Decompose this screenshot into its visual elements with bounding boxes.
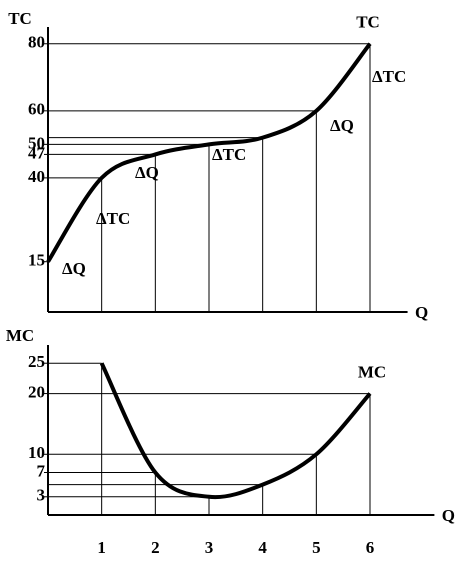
x-axis-label: Q	[442, 506, 455, 525]
x-tick-label: 4	[258, 538, 267, 557]
annotation: ΔTC	[372, 67, 406, 86]
y-tick-label: 25	[28, 352, 45, 371]
y-tick-label: 80	[28, 33, 45, 52]
series-label: TC	[356, 13, 380, 32]
y-tick-label: 10	[28, 443, 45, 462]
y-axis-label: TC	[8, 9, 32, 28]
y-tick-label: 40	[28, 167, 45, 186]
y-axis-label: MC	[6, 326, 34, 345]
y-tick-label: 7	[37, 461, 46, 480]
y-tick-label: 15	[28, 251, 45, 270]
x-axis-label: Q	[415, 303, 428, 322]
x-tick-label: 1	[97, 538, 106, 557]
x-tick-label: 6	[366, 538, 375, 557]
y-tick-label: 60	[28, 100, 45, 119]
annotation: ΔQ	[62, 259, 86, 278]
x-tick-label: 3	[205, 538, 214, 557]
annotation: ΔTC	[96, 209, 130, 228]
series-label: MC	[358, 362, 386, 381]
y-tick-label: 20	[28, 382, 45, 401]
x-tick-label: 5	[312, 538, 321, 557]
y-tick-label: 47	[28, 143, 46, 162]
y-tick-label: 50	[28, 133, 45, 152]
curve	[99, 362, 372, 500]
x-tick-label: 2	[151, 538, 160, 557]
annotation: ΔQ	[135, 163, 159, 182]
y-tick-label: 3	[37, 486, 46, 505]
curve	[46, 42, 372, 263]
annotation: ΔQ	[330, 116, 354, 135]
annotation: ΔTC	[212, 145, 246, 164]
